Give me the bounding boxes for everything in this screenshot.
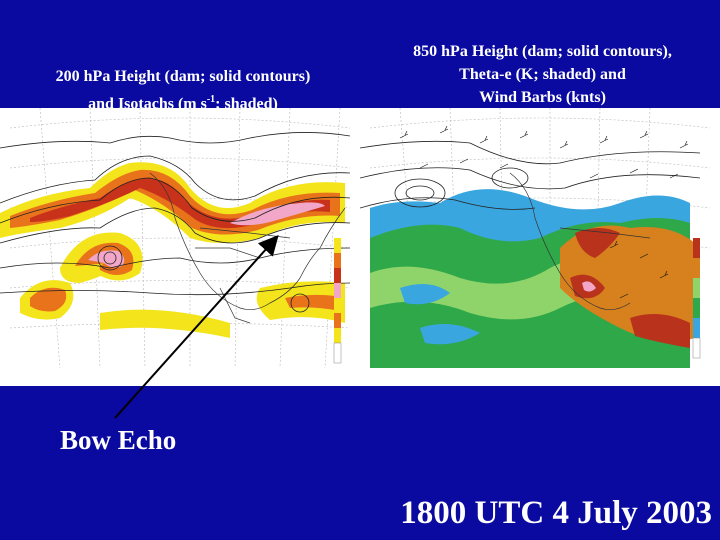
right-title-line-3: Wind Barbs (knts): [479, 89, 606, 106]
right-panel-title: 850 hPa Height (dam; solid contours), Th…: [370, 40, 715, 109]
isotach-map-graphic: [0, 108, 360, 386]
isotach-map: [0, 108, 360, 386]
isotach-colorbar: [333, 238, 342, 364]
theta-e-map: [360, 108, 720, 386]
theta-e-colorbar: [692, 238, 701, 359]
right-title-line-1: 850 hPa Height (dam; solid contours),: [413, 43, 672, 60]
theta-e-shading: [370, 189, 695, 368]
bow-echo-label: Bow Echo: [60, 425, 177, 455]
theta-e-map-graphic: [360, 108, 720, 386]
coastlines: [509, 172, 651, 310]
left-title-superscript: -1: [206, 94, 216, 105]
wind-barbs: [399, 125, 689, 299]
valid-time-label: 1800 UTC 4 July 2003: [400, 495, 712, 531]
right-title-line-2: Theta-e (K; shaded) and: [459, 66, 626, 83]
left-title-line-1: 200 hPa Height (dam; solid contours): [55, 68, 311, 85]
